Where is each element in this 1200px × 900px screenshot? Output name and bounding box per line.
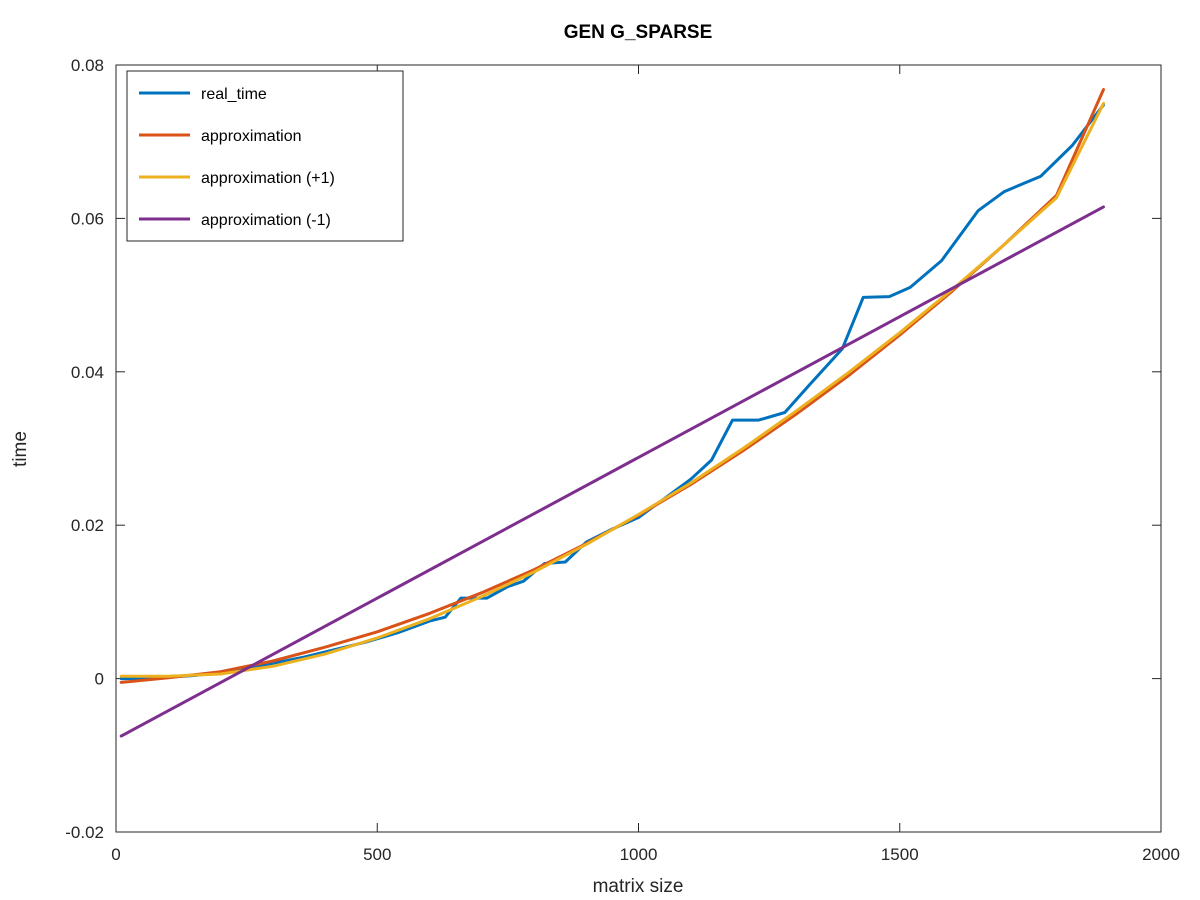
legend-label: approximation [201, 128, 302, 145]
axis-ticks: 0 500 1000 1500 2000 -0.02 0 0.02 0.04 0.06 0.08 [65, 56, 1180, 864]
series-layer [119, 88, 1105, 738]
legend-label: approximation (+1) [201, 170, 335, 187]
x-axis-label: matrix size [593, 876, 684, 897]
x-tick-label: 1500 [881, 845, 919, 864]
legend-label: approximation (-1) [201, 212, 331, 229]
chart-title: GEN G_SPARSE [564, 22, 713, 43]
y-tick-label: 0.04 [71, 363, 104, 382]
legend-box [126, 70, 404, 242]
y-tick-label: 0.02 [71, 516, 104, 535]
y-tick-label: 0 [95, 670, 104, 689]
legend-label: real_time [201, 86, 267, 103]
series-line-approximation-1 [119, 205, 1105, 738]
legend: real_time approximation approximation (+1)… [126, 70, 404, 242]
y-axis-label: time [10, 431, 31, 467]
series-line-approximation-1 [119, 101, 1105, 678]
y-tick-label: -0.02 [65, 823, 104, 842]
x-tick-label: 1000 [620, 845, 658, 864]
x-tick-label: 2000 [1142, 845, 1180, 864]
x-tick-label: 0 [111, 845, 120, 864]
y-tick-label: 0.08 [71, 56, 104, 75]
x-tick-label: 500 [363, 845, 391, 864]
y-tick-label: 0.06 [71, 209, 104, 228]
